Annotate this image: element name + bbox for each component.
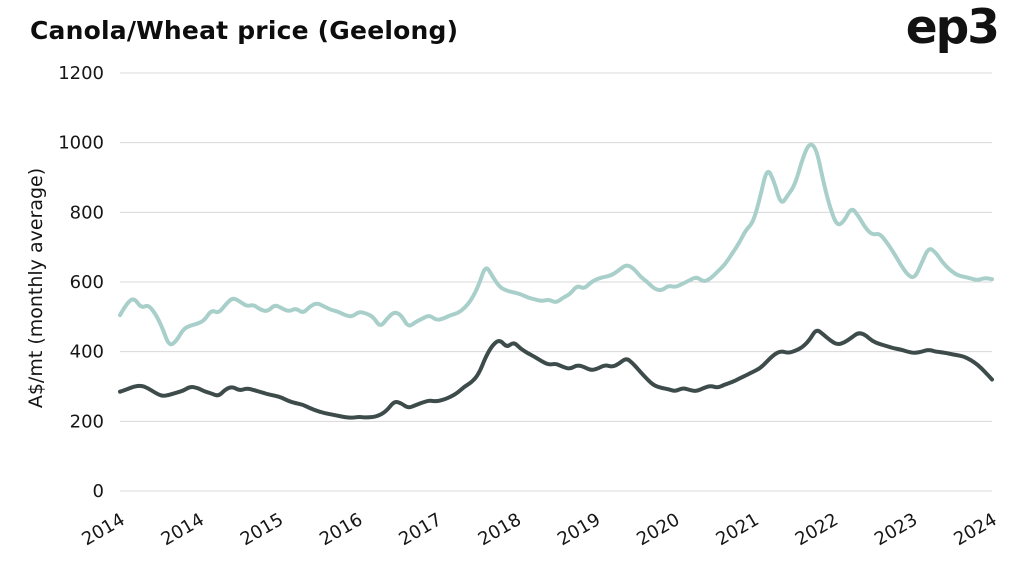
y-tick-label: 400: [70, 342, 104, 363]
x-tick-label: 2022: [792, 509, 842, 550]
x-tick-label: 2015: [237, 509, 287, 550]
brand-logo: ep3: [905, 0, 1000, 55]
x-tick-label: 2017: [395, 509, 445, 550]
x-tick-label: 2014: [78, 509, 128, 550]
x-tick-label: 2023: [871, 509, 921, 550]
y-tick-label: 1200: [58, 63, 104, 84]
y-tick-label: 800: [70, 202, 104, 223]
y-tick-label: 200: [70, 411, 104, 432]
wheat-price-line: [118, 328, 994, 420]
x-tick-label: 2014: [158, 509, 208, 550]
y-tick-label: 1000: [58, 133, 104, 154]
x-tick-label: 2020: [633, 509, 683, 550]
x-tick-label: 2019: [554, 509, 604, 550]
page-title: Canola/Wheat price (Geelong): [30, 16, 459, 45]
y-axis-label: A$/mt (monthly average): [25, 167, 47, 409]
x-tick-label: 2021: [713, 509, 763, 550]
y-tick-label: 600: [70, 272, 104, 293]
x-tick-label: 2024: [950, 509, 1000, 550]
canola-price-line: [118, 142, 994, 347]
x-tick-label: 2016: [316, 509, 366, 550]
x-tick-label: 2018: [475, 509, 525, 550]
y-tick-label: 0: [93, 481, 104, 502]
